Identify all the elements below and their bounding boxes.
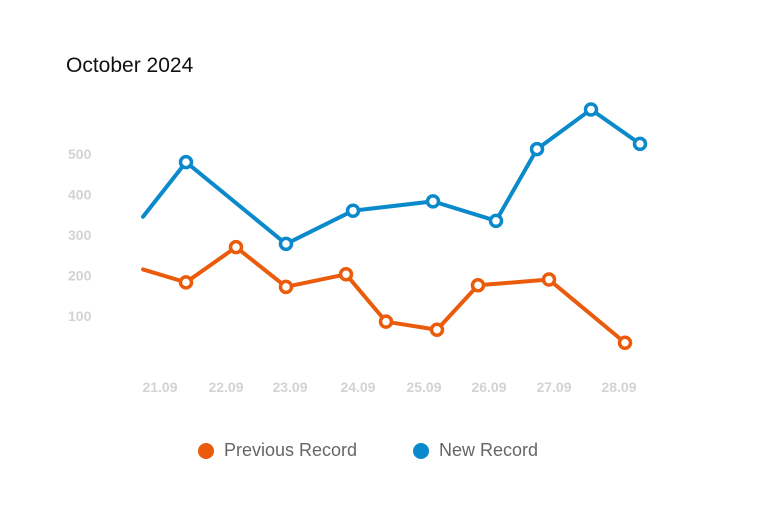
- x-tick-label: 27.09: [536, 379, 571, 395]
- data-point-new-record[interactable]: [632, 136, 648, 152]
- x-tick-label: 22.09: [208, 379, 243, 395]
- legend-marker-new-record: [413, 442, 429, 459]
- x-tick-label: 28.09: [601, 379, 636, 395]
- x-tick-label: 23.09: [272, 379, 307, 395]
- data-point-previous-record[interactable]: [429, 322, 445, 338]
- data-point-new-record[interactable]: [583, 102, 599, 117]
- data-point-new-record[interactable]: [178, 154, 194, 170]
- y-tick-label: 500: [68, 146, 92, 162]
- data-point-previous-record[interactable]: [278, 279, 294, 295]
- series-line-previous-record: [141, 245, 627, 345]
- chart-title: October 2024: [66, 54, 194, 77]
- legend-item-previous-record[interactable]: Previous Record: [198, 440, 357, 461]
- data-point-new-record[interactable]: [278, 236, 294, 252]
- y-tick-label: 100: [68, 308, 92, 324]
- data-point-new-record[interactable]: [425, 194, 441, 209]
- legend-marker-previous-record: [198, 442, 214, 459]
- legend-item-new-record[interactable]: New Record: [413, 440, 538, 461]
- x-tick-label: 26.09: [471, 379, 506, 395]
- x-tick-label: 25.09: [406, 379, 441, 395]
- data-point-previous-record[interactable]: [541, 272, 557, 287]
- legend-label-previous-record: Previous Record: [224, 440, 358, 460]
- series-line-new-record: [141, 107, 642, 246]
- y-tick-label: 400: [68, 187, 92, 203]
- data-point-previous-record[interactable]: [617, 335, 633, 350]
- y-tick-label: 200: [68, 268, 92, 284]
- x-tick-label: 21.09: [142, 379, 177, 395]
- data-point-new-record[interactable]: [488, 213, 504, 229]
- x-tick-label: 24.09: [340, 379, 375, 395]
- data-point-previous-record[interactable]: [470, 277, 486, 293]
- data-point-previous-record[interactable]: [178, 275, 194, 290]
- data-point-previous-record[interactable]: [378, 314, 394, 329]
- legend-label-new-record: New Record: [439, 440, 539, 460]
- y-tick-label: 300: [68, 227, 92, 243]
- data-point-previous-record[interactable]: [338, 267, 354, 282]
- data-point-previous-record[interactable]: [228, 239, 244, 255]
- data-point-new-record[interactable]: [529, 141, 545, 157]
- data-point-new-record[interactable]: [345, 203, 361, 218]
